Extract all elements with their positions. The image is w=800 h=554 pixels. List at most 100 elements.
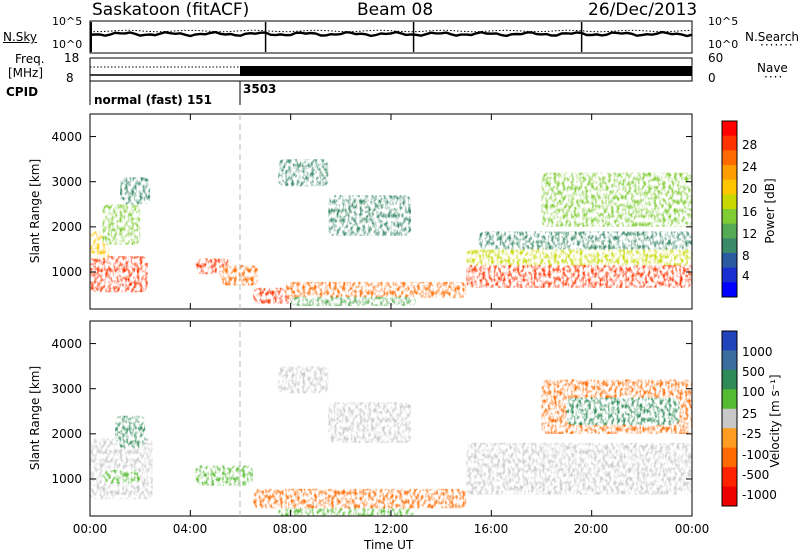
velocity-colorbar-swatch: [722, 447, 737, 468]
nave-right-tick-top: 60: [708, 51, 724, 65]
velocity-cb-tick: -100: [742, 448, 770, 462]
velocity-cb-tick: 500: [742, 365, 765, 379]
x-tick: 08:00: [272, 522, 308, 536]
x-tick: 04:00: [172, 522, 208, 536]
power-colorbar-swatch: [722, 267, 737, 283]
velocity-cb-tick: -1000: [742, 488, 777, 502]
power-patch: [541, 172, 692, 227]
beam-title: Beam 08: [357, 0, 434, 20]
velocity-cb-label: Velocity [m s⁻¹]: [768, 374, 782, 468]
velocity-patch: [115, 415, 146, 448]
nave-right-tick-bottom: 0: [708, 71, 716, 85]
velocity-patch: [90, 438, 153, 500]
power-y-tick: 2000: [51, 220, 82, 234]
power-y-axis-label: Slant Range [km]: [28, 158, 42, 264]
velocity-patch: [102, 469, 141, 484]
power-patch: [466, 249, 692, 266]
freq-series: [90, 66, 692, 76]
velocity-patch: [278, 508, 417, 516]
power-cb-label: Power [dB]: [763, 178, 777, 244]
power-patch: [328, 195, 412, 236]
power-cb-tick: 4: [742, 269, 750, 283]
power-cb-tick: 24: [742, 160, 758, 174]
power-colorbar-swatch: [722, 253, 737, 269]
power-patch: [90, 256, 148, 293]
power-colorbar-swatch: [722, 165, 737, 181]
velocity-y-tick: 4000: [51, 337, 82, 351]
noise-left-tick-top: 10^5: [52, 15, 83, 28]
noise-right-tick-bottom: 10^0: [708, 38, 739, 51]
velocity-cb-tick: -25: [742, 427, 762, 441]
noise-series: [89, 22, 693, 52]
velocity-patch: [328, 402, 412, 443]
power-colorbar-swatch: [722, 223, 737, 239]
freq-left-tick-bottom: 8: [66, 71, 74, 85]
power-patch: [285, 281, 467, 299]
velocity-y-tick: 1000: [51, 472, 82, 486]
noise-sky-line: [89, 30, 693, 38]
power-patch: [466, 262, 692, 288]
power-patch: [102, 204, 141, 245]
nave-label: Nave: [757, 61, 788, 75]
date-title: 26/Dec/2013: [588, 0, 698, 20]
x-tick: 12:00: [373, 522, 409, 536]
noise-search-legend-dots: ·······: [760, 38, 794, 52]
power-colorbar-swatch: [722, 209, 737, 225]
power-colorbar-swatch: [722, 238, 737, 254]
power-colorbar-swatch: [722, 135, 737, 151]
velocity-colorbar-swatch: [722, 331, 737, 351]
power-cb-tick: 8: [742, 249, 750, 263]
velocity-colorbar-swatch: [722, 350, 737, 371]
velocity-y-tick: 3000: [51, 382, 82, 396]
power-colorbar-swatch: [722, 121, 737, 137]
noise-search-line: [89, 29, 693, 33]
velocity-y-axis-label: Slant Range [km]: [28, 365, 42, 471]
velocity-colorbar-swatch: [722, 389, 737, 410]
velocity-patch: [278, 366, 329, 394]
velocity-cb-tick: 1000: [742, 345, 773, 359]
noise-search-label: N.Search: [745, 30, 800, 44]
velocity-patch: [566, 397, 680, 425]
x-tick: 00:00: [72, 522, 108, 536]
power-cb-tick: 16: [742, 205, 758, 219]
noise-left-tick-bottom: 10^0: [52, 38, 83, 51]
power-colorbar-swatch: [722, 179, 737, 195]
x-tick: 00:00: [674, 522, 710, 536]
cpid-label: CPID: [6, 85, 39, 99]
noise-sky-label: N.Sky: [3, 30, 38, 44]
freq-label-2: [MHz]: [8, 66, 44, 80]
velocity-patch: [253, 488, 467, 509]
power-cb-tick: 28: [742, 138, 758, 152]
power-patch: [478, 231, 692, 250]
power-y-tick: 1000: [51, 265, 82, 279]
velocity-cb-tick: 100: [742, 385, 765, 399]
velocity-colorbar-swatch: [722, 369, 737, 390]
freq-left-tick-top: 18: [64, 51, 80, 65]
x-tick: 20:00: [573, 522, 609, 536]
power-colorbar-swatch: [722, 194, 737, 210]
nave-legend-dots: ····: [764, 70, 784, 84]
station-title: Saskatoon (fitACF): [92, 0, 250, 20]
velocity-colorbar-swatch-frame: [721, 330, 738, 507]
power-cb-tick: 12: [742, 227, 758, 241]
x-axis-label: Time UT: [364, 538, 414, 552]
noise-right-tick-top: 10^5: [708, 15, 739, 28]
power-cb-tick: 20: [742, 182, 758, 196]
power-colorbar-swatch: [722, 282, 737, 298]
freq-label-1: Freq.: [15, 52, 45, 66]
noise-panel-frame: [89, 20, 693, 54]
power-patch: [120, 177, 151, 205]
cpid-segment-2: 3503: [243, 82, 277, 96]
velocity-colorbar-swatch: [722, 467, 737, 488]
velocity-patch: [466, 442, 692, 495]
power-y-tick: 4000: [51, 130, 82, 144]
power-colorbar-swatch-frame: [721, 120, 738, 298]
power-y-tick: 3000: [51, 175, 82, 189]
power-patch: [290, 296, 417, 306]
velocity-cb-tick: -500: [742, 468, 770, 482]
velocity-colorbar-swatch: [722, 486, 737, 507]
power-patch: [220, 265, 259, 286]
power-patch: [278, 159, 329, 187]
velocity-patch: [195, 465, 254, 486]
